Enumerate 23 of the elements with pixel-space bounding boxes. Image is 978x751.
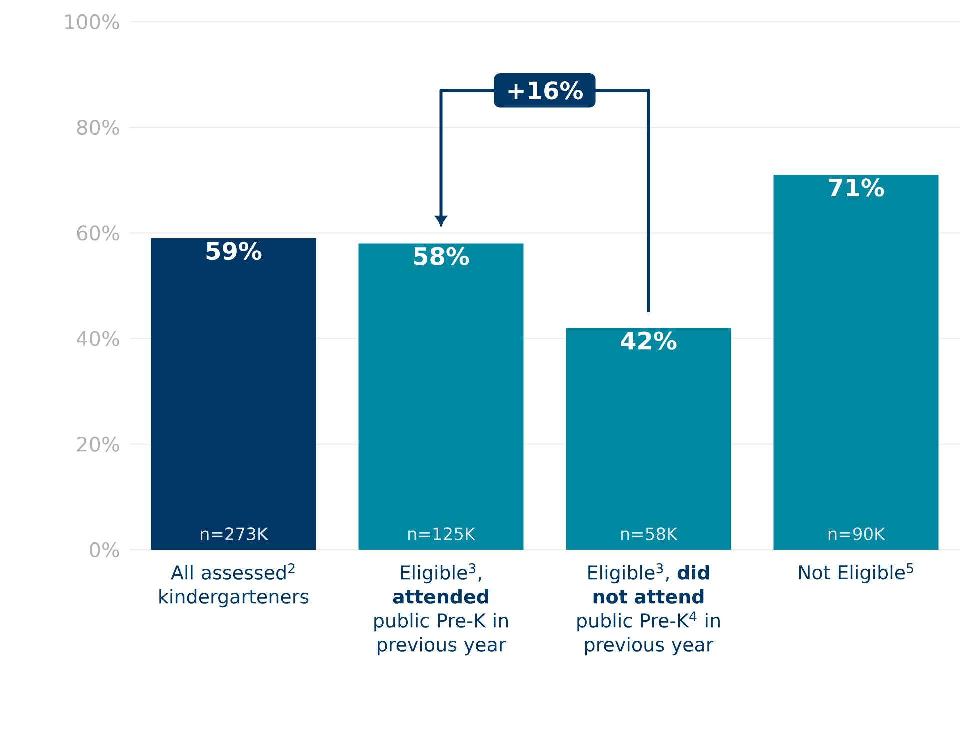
y-tick-label: 0% [90, 542, 120, 558]
y-tick-label: 60% [77, 226, 120, 241]
x-tick-label: Eligible$^{3}$, attended public Pre-K in previous year [374, 564, 508, 656]
bar [151, 238, 316, 550]
y-tick-label: 80% [77, 120, 120, 136]
data-label: 71% [829, 178, 884, 197]
x-tick-label: All assessed$^{2}$ kindergarteners [160, 564, 309, 608]
data-label: 58% [414, 247, 470, 266]
annotation: n=273K [200, 528, 268, 540]
annotation: n=90K [828, 528, 886, 540]
y-tick-label: 100% [65, 14, 120, 30]
annotation: n=125K [408, 528, 476, 540]
data-label: 59% [206, 242, 262, 260]
x-tick-label: Not Eligible$^{5}$ [799, 564, 914, 584]
bar [358, 244, 524, 550]
bar [774, 175, 939, 550]
y-tick-label: 40% [76, 331, 120, 346]
annotation: n=58K [621, 528, 678, 540]
category-label: Eligible$^{3}$, did not attend public Pre-K$^{4}$ in previous year [578, 564, 720, 656]
bar [566, 328, 732, 550]
annotation: +16% [508, 82, 584, 100]
y-tick-label: 20% [77, 436, 120, 452]
data-label: 42% [621, 332, 677, 350]
